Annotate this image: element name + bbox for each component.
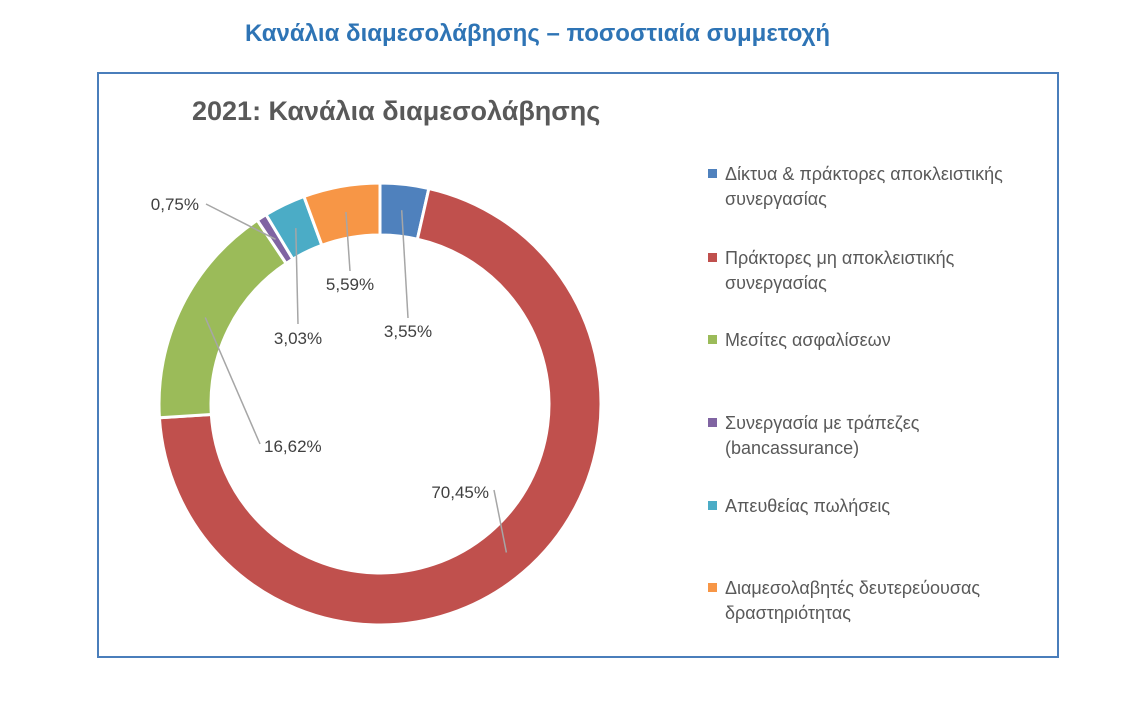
legend-label: Απευθείας πωλήσεις: [725, 496, 891, 516]
chart-title: 2021: Κανάλια διαμεσολάβησης: [192, 96, 601, 126]
donut-chart: 3,55% 70,45% 16,62% 0,75% 3,03% 5,59%: [151, 181, 603, 627]
legend-item: Απευθείας πωλήσεις: [708, 494, 1045, 519]
donut-slice: [157, 218, 289, 420]
legend-swatch: [708, 583, 717, 592]
legend-swatch: [708, 253, 717, 262]
leader-line: [400, 210, 409, 319]
donut-slice: [302, 181, 382, 248]
legend-item: Πράκτορες μη αποκλειστικής συνεργασίας: [708, 246, 1045, 296]
leader-line: [205, 203, 276, 240]
data-label: 70,45%: [431, 483, 489, 502]
leader-line: [204, 317, 261, 445]
legend-label: Διαμεσολαβητές δευτερεύουσας δραστηριότη…: [725, 578, 981, 623]
data-label: 5,59%: [326, 275, 374, 294]
donut-slice: [157, 186, 603, 627]
data-label: 3,55%: [384, 322, 432, 341]
leader-line: [295, 228, 299, 325]
leader-line: [493, 489, 508, 553]
data-label: 3,03%: [274, 329, 322, 348]
legend-label: Πράκτορες μη αποκλειστικής συνεργασίας: [725, 248, 955, 293]
page-title: Κανάλια διαμεσολάβησης – ποσοστιαία συμμ…: [244, 20, 831, 47]
legend-item: Μεσίτες ασφαλίσεων: [708, 328, 1045, 353]
legend-swatch: [708, 335, 717, 344]
legend-item: Δίκτυα & πράκτορες αποκλειστικής συνεργα…: [708, 162, 1045, 212]
legend-item: Διαμεσολαβητές δευτερεύουσας δραστηριότη…: [708, 576, 1045, 626]
legend-item: Συνεργασία με τράπεζες (bancassurance): [708, 411, 1045, 461]
legend-swatch: [708, 501, 717, 510]
chart-frame: 2021: Κανάλια διαμεσολάβησης 3,55% 70,45%…: [97, 72, 1059, 658]
data-label: 0,75%: [151, 195, 199, 214]
leader-line: [345, 211, 351, 272]
legend-swatch: [708, 169, 717, 178]
legend-label: Συνεργασία με τράπεζες (bancassurance): [725, 413, 920, 458]
legend-swatch: [708, 418, 717, 427]
legend-label: Μεσίτες ασφαλίσεων: [725, 330, 891, 350]
data-label: 16,62%: [264, 437, 322, 456]
legend-label: Δίκτυα & πράκτορες αποκλειστικής συνεργα…: [725, 164, 1003, 209]
